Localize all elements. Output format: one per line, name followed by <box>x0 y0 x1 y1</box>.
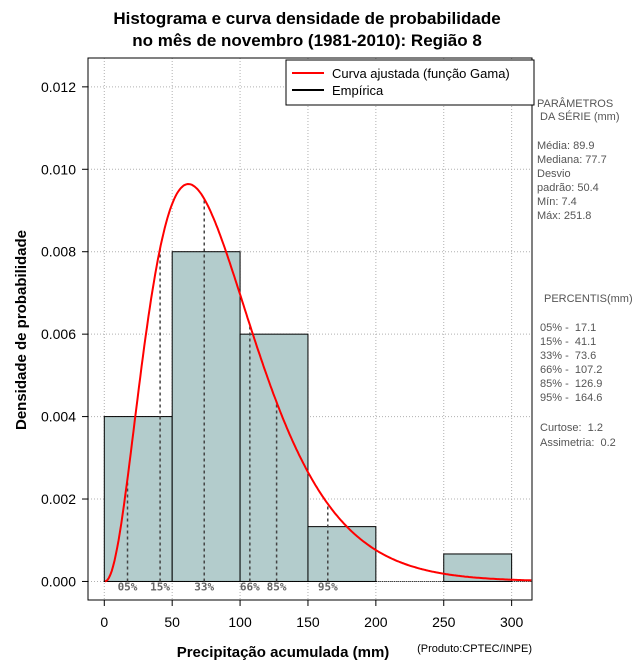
percentile-label-95%: 95% <box>318 580 338 593</box>
params-header-line1: PARÂMETROS <box>537 97 613 110</box>
percentil-15: 15% - 41.1 <box>540 336 596 348</box>
axes: 0 50 100 150 200 250 300 0.000 0.002 0.004 0.006 0.… <box>41 79 524 630</box>
histogram-bar-2 <box>239 333 309 582</box>
param-stddev-label: Desvio <box>537 168 571 180</box>
product-credit: (Produto:CPTEC/INPE) <box>417 643 532 655</box>
legend-box <box>285 59 535 106</box>
x-tick-label-0: 0 <box>100 614 108 630</box>
param-stddev: padrão: 50.4 <box>537 182 599 194</box>
histogram-bar-1 <box>171 251 241 582</box>
y-tick-label-3: 0.006 <box>41 326 76 342</box>
x-tick-label-150: 150 <box>296 614 320 630</box>
param-mean: Média: 89.9 <box>537 140 594 152</box>
x-tick-label-250: 250 <box>432 614 456 630</box>
histogram-bar-3 <box>307 526 377 582</box>
percentile-label-15%: 15% <box>150 580 170 593</box>
chart-title-line1: Histograma e curva densidade de probabil… <box>113 9 500 28</box>
y-tick-label-5: 0.010 <box>41 161 76 177</box>
plot-frame <box>87 57 533 601</box>
percentile-label-85%: 85% <box>267 580 287 593</box>
param-median: Mediana: 77.7 <box>537 154 607 166</box>
percentile-label-66%: 66% <box>240 580 260 593</box>
legend-fitted-label: Curva ajustada (função Gama) <box>332 66 510 81</box>
params-header-line2: DA SÉRIE (mm) <box>537 110 620 123</box>
param-min: Mín: 7.4 <box>537 196 577 208</box>
histogram-bar-0 <box>103 416 173 582</box>
y-tick-label-1: 0.002 <box>41 491 76 507</box>
legend-empirical-label: Empírica <box>332 83 384 98</box>
x-axis-title: Precipitação acumulada (mm) <box>177 644 390 660</box>
y-tick-label-6: 0.012 <box>41 79 76 95</box>
y-tick-label-4: 0.008 <box>41 244 76 260</box>
y-axis-title: Densidade de probabilidade <box>13 230 30 430</box>
series-parameters-panel: PARÂMETROS DA SÉRIE (mm) Média: 89.9 Med… <box>537 97 633 449</box>
fitted-gamma-curve <box>104 182 532 583</box>
y-tick-label-2: 0.004 <box>41 409 76 425</box>
fitted-curve-layer <box>104 182 532 583</box>
x-tick-label-200: 200 <box>364 614 388 630</box>
x-tick-label-300: 300 <box>500 614 524 630</box>
histogram-bars <box>103 251 513 582</box>
percentile-lines: 05% 15% 33% 66% 85% 95% <box>118 198 338 593</box>
percentis-header: PERCENTIS(mm) <box>544 293 633 305</box>
stat-skewness: Assimetria: 0.2 <box>540 437 616 449</box>
percentil-85: 85% - 126.9 <box>540 378 602 390</box>
param-max: Máx: 251.8 <box>537 210 591 222</box>
y-tick-label-0: 0.000 <box>41 573 76 589</box>
percentile-label-05%: 05% <box>118 580 138 593</box>
stat-kurtosis: Curtose: 1.2 <box>540 422 603 434</box>
chart-title-line2: no mês de novembro (1981-2010): Região 8 <box>132 31 482 50</box>
legend: Curva ajustada (função Gama) Empírica <box>285 59 535 106</box>
percentil-05: 05% - 17.1 <box>540 322 596 334</box>
percentile-label-33%: 33% <box>194 580 214 593</box>
x-tick-label-100: 100 <box>228 614 252 630</box>
percentil-66: 66% - 107.2 <box>540 364 602 376</box>
percentil-33: 33% - 73.6 <box>540 350 596 362</box>
x-tick-label-50: 50 <box>164 614 180 630</box>
percentil-95: 95% - 164.6 <box>540 392 602 404</box>
